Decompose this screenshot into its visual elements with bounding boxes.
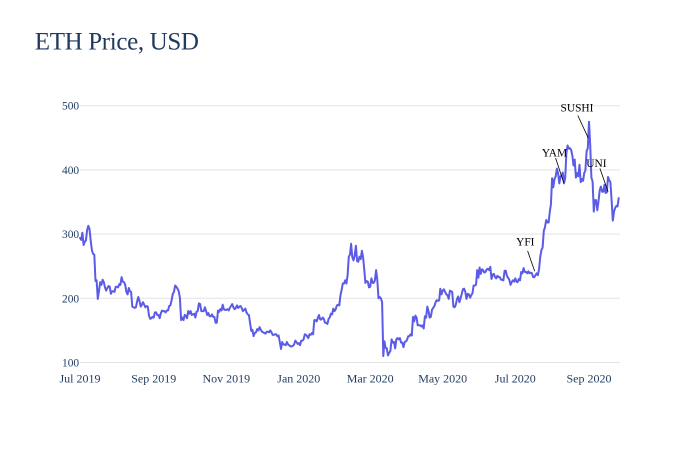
svg-text:Jan 2020: Jan 2020 [277,372,320,386]
svg-text:500: 500 [62,101,79,113]
svg-text:100: 100 [62,358,79,370]
svg-text:ETH Price, USD: ETH Price, USD [35,29,199,56]
svg-text:YFI: YFI [516,236,535,248]
svg-text:UNI: UNI [586,158,606,170]
svg-text:Sep 2019: Sep 2019 [131,372,176,386]
svg-text:May 2020: May 2020 [418,372,467,386]
svg-text:Jul 2020: Jul 2020 [495,372,536,386]
svg-text:Jul 2019: Jul 2019 [59,372,100,386]
svg-text:SUSHI: SUSHI [561,103,594,115]
svg-text:200: 200 [62,293,79,305]
svg-text:Nov 2019: Nov 2019 [202,372,250,386]
svg-text:Sep 2020: Sep 2020 [567,372,612,386]
svg-text:Mar 2020: Mar 2020 [347,372,394,386]
svg-text:YAM: YAM [542,147,567,159]
svg-text:400: 400 [62,165,79,177]
svg-text:300: 300 [62,229,79,241]
